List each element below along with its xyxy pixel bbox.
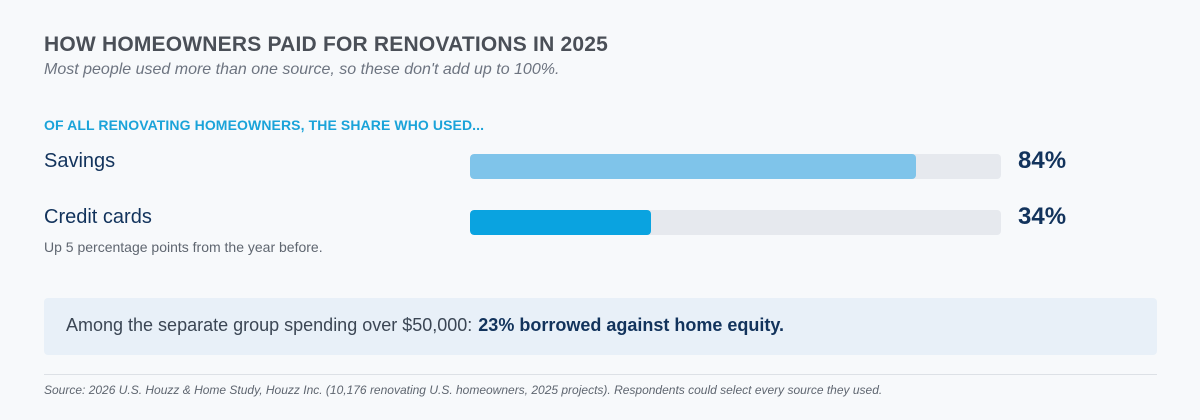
divider — [44, 374, 1157, 375]
chart-title: HOW HOMEOWNERS PAID FOR RENOVATIONS IN 2… — [44, 33, 608, 56]
callout-text: Among the separate group spending over $… — [66, 315, 784, 336]
bar-credit-cards — [470, 210, 651, 235]
chart-subtitle: Most people used more than one source, s… — [44, 61, 560, 78]
source-note: Source: 2026 U.S. Houzz & Home Study, Ho… — [44, 383, 883, 397]
bar-savings — [470, 154, 916, 179]
bar-value-savings: 84% — [1018, 147, 1067, 174]
section-kicker: OF ALL RENOVATING HOMEOWNERS, THE SHARE … — [44, 117, 485, 133]
bar-label-credit-cards: Credit cards — [44, 206, 152, 228]
bar-track-credit-cards — [470, 210, 1001, 235]
callout-prefix: Among the separate group spending over $… — [66, 315, 473, 335]
bar-value-credit-cards: 34% — [1018, 203, 1067, 230]
bar-track-savings — [470, 154, 1001, 179]
bar-label-savings: Savings — [44, 150, 116, 172]
callout-highlight: 23% borrowed against home equity. — [478, 315, 785, 335]
bar-note-credit-cards: Up 5 percentage points from the year bef… — [44, 239, 323, 255]
callout-box: Among the separate group spending over $… — [44, 298, 1157, 355]
